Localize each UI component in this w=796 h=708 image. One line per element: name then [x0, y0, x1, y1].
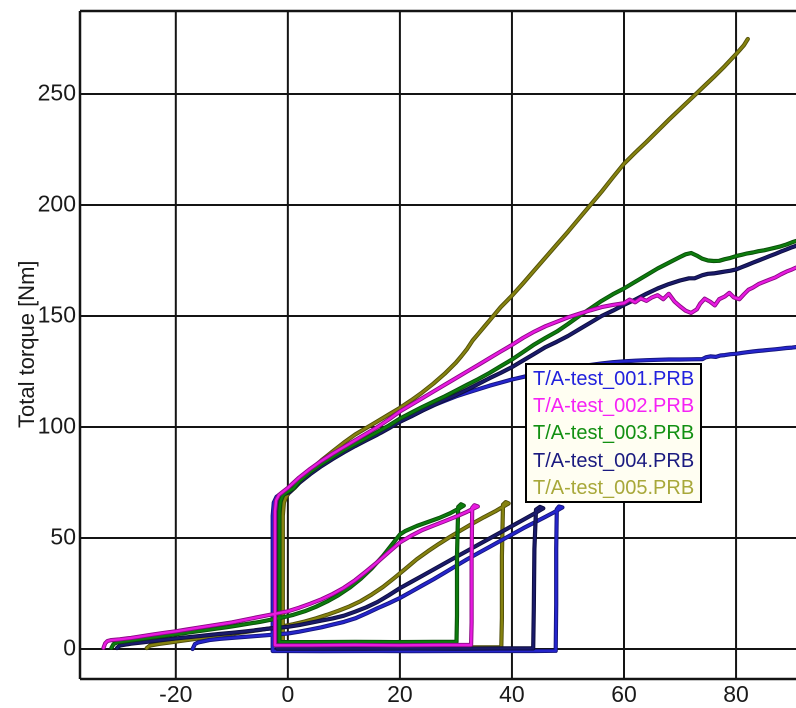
y-axis-title: Total torque [Nm]: [14, 260, 40, 428]
legend-entry-T/A-test_005.PRB: T/A-test_005.PRB: [533, 475, 700, 502]
x-tick-label: -20: [159, 681, 192, 708]
legend-entry-T/A-test_002.PRB: T/A-test_002.PRB: [533, 393, 700, 420]
y-tick-label: 150: [30, 301, 76, 328]
y-tick-label: 50: [30, 523, 76, 550]
y-tick-label: 0: [30, 634, 76, 661]
y-tick-label: 250: [30, 79, 76, 106]
y-tick-label: 200: [30, 190, 76, 217]
y-tick-label: 100: [30, 412, 76, 439]
x-tick-label: 80: [723, 681, 749, 708]
legend-entry-T/A-test_001.PRB: T/A-test_001.PRB: [533, 366, 700, 393]
x-tick-label: 40: [499, 681, 525, 708]
x-tick-label: 20: [387, 681, 413, 708]
legend-entry-T/A-test_004.PRB: T/A-test_004.PRB: [533, 448, 700, 475]
x-tick-label: 0: [281, 681, 294, 708]
series-line-T/A-test_005.PRB: [147, 39, 748, 648]
legend-entry-T/A-test_003.PRB: T/A-test_003.PRB: [533, 420, 700, 447]
x-tick-label: 60: [611, 681, 637, 708]
